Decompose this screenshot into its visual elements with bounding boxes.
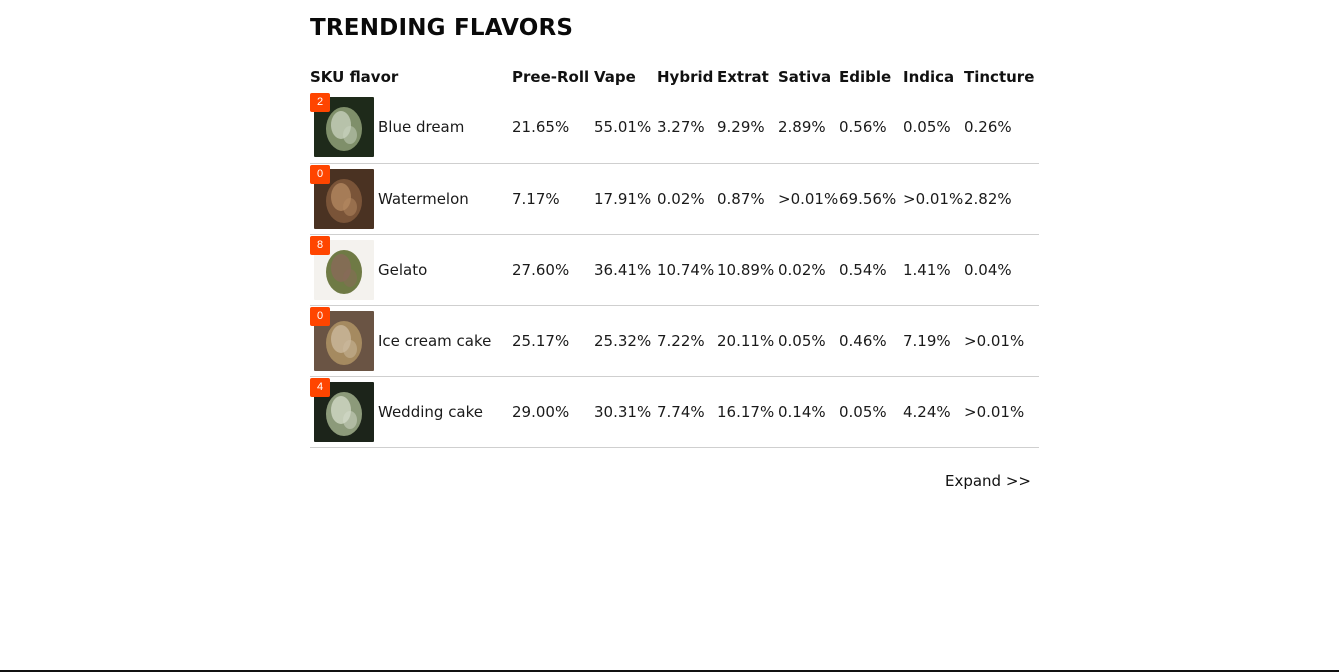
sativa-value: 0.02% bbox=[778, 260, 826, 279]
flavors-table: SKU flavor Pree-Roll Vape Hybrid Extrat … bbox=[310, 68, 1039, 448]
edible-value: 0.05% bbox=[839, 402, 887, 421]
expand-link[interactable]: Expand >> bbox=[944, 472, 1031, 490]
blue-dream-bud-image bbox=[314, 97, 374, 158]
column-header-vape: Vape bbox=[594, 68, 636, 86]
table-row[interactable]: 8 Gelato 27.60% 36.41% 10.74% 10.89% 0.02% 0.54… bbox=[310, 234, 1039, 305]
trending-flavors-panel: TRENDING FLAVORS SKU flavor Pree-Roll Va… bbox=[310, 14, 1039, 448]
sku-flavor-cell: 2 Blue dream bbox=[310, 92, 512, 163]
extrat-value: 9.29% bbox=[717, 118, 765, 137]
column-header-edible: Edible bbox=[839, 68, 892, 86]
column-header-extrat: Extrat bbox=[717, 68, 769, 86]
flavor-name: Gelato bbox=[378, 260, 428, 279]
watermelon-bud-image bbox=[314, 168, 374, 229]
pree-roll-value: 21.65% bbox=[512, 118, 570, 137]
vape-value: 36.41% bbox=[594, 260, 652, 279]
sku-flavor-cell: 0 Watermelon bbox=[310, 163, 512, 234]
tincture-value: 0.04% bbox=[964, 260, 1012, 279]
hybrid-value: 3.27% bbox=[657, 118, 705, 137]
hybrid-value: 10.74% bbox=[657, 260, 715, 279]
count-badge: 0 bbox=[310, 164, 330, 184]
count-badge: 4 bbox=[310, 377, 330, 397]
extrat-value: 0.87% bbox=[717, 189, 765, 208]
edible-value: 0.46% bbox=[839, 331, 887, 350]
table-row[interactable]: 2 Blue dream 21.65% 55.01% 3.27% 9.29% 2.89% 0.… bbox=[310, 92, 1039, 163]
sativa-value: 0.14% bbox=[778, 402, 826, 421]
vape-value: 17.91% bbox=[594, 189, 652, 208]
sativa-value: 2.89% bbox=[778, 118, 826, 137]
edible-value: 69.56% bbox=[839, 189, 897, 208]
indica-value: 4.24% bbox=[903, 402, 951, 421]
sku-flavor-cell: 0 Ice cream cake bbox=[310, 305, 512, 376]
table-row[interactable]: 0 Watermelon 7.17% 17.91% 0.02% 0.87% >0.01% 69… bbox=[310, 163, 1039, 234]
edible-value: 0.56% bbox=[839, 118, 887, 137]
table-header-row: SKU flavor Pree-Roll Vape Hybrid Extrat … bbox=[310, 68, 1039, 92]
table-row[interactable]: 4 Wedding cake 29.00% 30.31% 7.74% 16.17% 0.14… bbox=[310, 376, 1039, 447]
pree-roll-value: 25.17% bbox=[512, 331, 570, 350]
flavor-thumbnail[interactable]: 8 bbox=[310, 235, 374, 300]
flavor-name: Wedding cake bbox=[378, 402, 484, 421]
hybrid-value: 7.22% bbox=[657, 331, 705, 350]
tincture-value: >0.01% bbox=[964, 402, 1025, 421]
column-header-sativa: Sativa bbox=[778, 68, 832, 86]
flavor-thumbnail[interactable]: 4 bbox=[310, 377, 374, 442]
pree-roll-value: 27.60% bbox=[512, 260, 570, 279]
tincture-value: 2.82% bbox=[964, 189, 1012, 208]
flavor-name: Watermelon bbox=[378, 189, 469, 208]
panel-title: TRENDING FLAVORS bbox=[310, 15, 574, 41]
flavor-thumbnail[interactable]: 0 bbox=[310, 306, 374, 371]
column-header-indica: Indica bbox=[903, 68, 955, 86]
extrat-value: 10.89% bbox=[717, 260, 775, 279]
count-badge: 8 bbox=[310, 235, 330, 255]
vape-value: 55.01% bbox=[594, 118, 652, 137]
vape-value: 25.32% bbox=[594, 331, 652, 350]
table-row[interactable]: 0 Ice cream cake 25.17% 25.32% 7.22% 20.11% 0.… bbox=[310, 305, 1039, 376]
column-header-sku-flavor: SKU flavor bbox=[310, 68, 399, 86]
hybrid-value: 7.74% bbox=[657, 402, 705, 421]
count-badge: 0 bbox=[310, 306, 330, 326]
bottom-divider bbox=[0, 670, 1339, 672]
indica-value: 7.19% bbox=[903, 331, 951, 350]
tincture-value: 0.26% bbox=[964, 118, 1012, 137]
vape-value: 30.31% bbox=[594, 402, 652, 421]
sku-flavor-cell: 8 Gelato bbox=[310, 234, 512, 305]
flavor-name: Blue dream bbox=[378, 118, 465, 137]
column-header-tincture: Tincture bbox=[964, 68, 1035, 86]
count-badge: 2 bbox=[310, 93, 330, 113]
pree-roll-value: 7.17% bbox=[512, 189, 560, 208]
indica-value: 1.41% bbox=[903, 260, 951, 279]
column-header-pree-roll: Pree-Roll bbox=[512, 68, 590, 86]
sku-flavor-cell: 4 Wedding cake bbox=[310, 376, 512, 447]
pree-roll-value: 29.00% bbox=[512, 402, 570, 421]
sativa-value: 0.05% bbox=[778, 331, 826, 350]
sativa-value: >0.01% bbox=[778, 189, 839, 208]
flavor-name: Ice cream cake bbox=[378, 331, 492, 350]
hybrid-value: 0.02% bbox=[657, 189, 705, 208]
column-header-hybrid: Hybrid bbox=[657, 68, 714, 86]
extrat-value: 16.17% bbox=[717, 402, 775, 421]
flavor-thumbnail[interactable]: 0 bbox=[310, 164, 374, 229]
extrat-value: 20.11% bbox=[717, 331, 775, 350]
indica-value: 0.05% bbox=[903, 118, 951, 137]
tincture-value: >0.01% bbox=[964, 331, 1025, 350]
edible-value: 0.54% bbox=[839, 260, 887, 279]
flavor-thumbnail[interactable]: 2 bbox=[310, 93, 374, 158]
indica-value: >0.01% bbox=[903, 189, 964, 208]
